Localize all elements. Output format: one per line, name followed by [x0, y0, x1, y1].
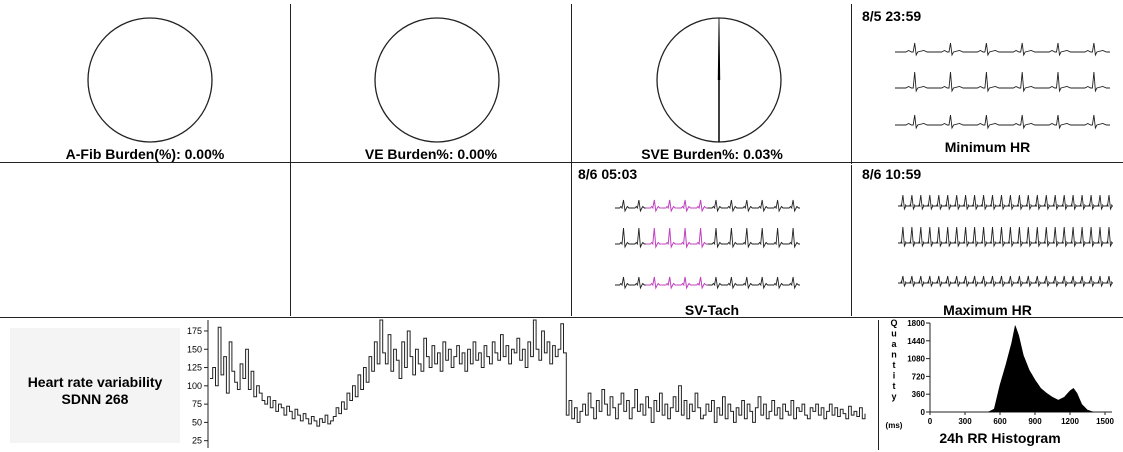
hrv-series-line	[210, 319, 866, 427]
sve-burden-pie	[656, 17, 782, 143]
histogram-xtick-label: 0	[928, 417, 933, 426]
hrv-trend-chart: 175 150 125 100 75 50 25	[187, 319, 866, 448]
sv-tach-sv-beat	[692, 199, 708, 213]
max-hr-label: Maximum HR	[943, 302, 1032, 318]
histogram-xtick-label: 1500	[1096, 417, 1114, 426]
histogram-ylabel-char: y	[891, 392, 896, 402]
sv-tach-sv-beat	[676, 276, 693, 290]
sv-tach-sv-beat	[692, 227, 708, 249]
hrv-value: SDNN 268	[61, 391, 129, 407]
afib-burden-pie	[87, 17, 213, 143]
ve-burden-label: VE Burden%: 0.00%	[364, 146, 498, 162]
afib-burden-label: A-Fib Burden(%): 0.00%	[65, 146, 225, 162]
histogram-xtick-label: 900	[1028, 417, 1042, 426]
max-hr-trace-1	[898, 194, 1113, 211]
hrv-ytick-label: 100	[187, 381, 202, 391]
histogram-xlabel: (ms)	[886, 421, 903, 430]
min-hr-trace-2	[895, 71, 1110, 93]
histogram-xtick-label: 1200	[1061, 417, 1079, 426]
max-hr-trace-3	[898, 275, 1113, 288]
sv-tach-trace-1	[615, 199, 800, 213]
histogram-area	[988, 324, 1094, 413]
histogram-ytick-label: 0	[921, 408, 926, 417]
divider-h1	[0, 162, 1123, 163]
divider-v1	[290, 4, 291, 316]
ve-burden-pie	[374, 17, 500, 143]
sv-tach-trace-2	[615, 227, 800, 249]
min-hr-timestamp: 8/5 23:59	[862, 8, 922, 24]
histogram-ylabel-char: u	[891, 329, 897, 339]
sv-tach-sv-beat	[661, 199, 677, 213]
sv-tach-sv-beat	[645, 227, 662, 249]
divider-v3	[851, 4, 852, 164]
min-hr-trace-3	[895, 114, 1110, 130]
divider-v-hist	[878, 320, 879, 450]
divider-h2	[0, 317, 1123, 318]
histogram-ytick-label: 1080	[907, 355, 925, 364]
histogram-ytick-label: 360	[912, 390, 926, 399]
sve-burden-wedge	[717, 18, 721, 80]
sv-tach-sv-beat	[676, 199, 693, 213]
sv-tach-trace-3	[615, 276, 800, 290]
sv-tach-sv-beat	[645, 276, 662, 290]
max-hr-timestamp: 8/6 10:59	[862, 166, 922, 182]
hrv-ytick-label: 50	[192, 417, 202, 427]
sv-tach-sv-beat	[661, 276, 677, 290]
hrv-summary-box: Heart rate variability SDNN 268	[10, 328, 180, 443]
histogram-xtick-label: 600	[993, 417, 1007, 426]
max-hr-trace-2	[898, 226, 1113, 248]
hrv-ytick-label: 125	[187, 363, 202, 373]
histogram-ytick-label: 1440	[907, 337, 925, 346]
histogram-xtick-label: 300	[958, 417, 972, 426]
sv-tach-timestamp: 8/6 05:03	[578, 166, 638, 182]
divider-v3b	[851, 165, 852, 316]
hrv-ytick-label: 75	[192, 399, 202, 409]
max-hr-ecg-strips	[898, 194, 1113, 288]
histogram-ylabel-char: i	[893, 371, 896, 381]
sv-tach-sv-beat	[676, 227, 693, 249]
hrv-ytick-label: 150	[187, 344, 202, 354]
divider-v2	[571, 4, 572, 316]
histogram-ylabel-char: t	[893, 360, 896, 370]
sv-tach-sv-beat	[692, 276, 708, 290]
sv-tach-label: SV-Tach	[684, 302, 740, 318]
hrv-title: Heart rate variability	[27, 374, 163, 390]
sv-tach-sv-beat	[661, 227, 677, 249]
sv-tach-ecg-strips	[615, 199, 800, 290]
histogram-ylabel-char: a	[891, 339, 897, 349]
min-hr-trace-1	[895, 42, 1110, 57]
histogram-ytick-label: 1800	[907, 319, 925, 328]
min-hr-label: Minimum HR	[944, 139, 1031, 155]
histogram-ylabel-char: t	[893, 381, 896, 391]
sv-tach-sv-beat	[645, 199, 662, 213]
min-hr-ecg-strips	[895, 42, 1110, 130]
histogram-ylabel-char: Q	[890, 318, 897, 328]
hrv-ytick-label: 25	[192, 436, 202, 446]
histogram-ylabel-char: n	[891, 350, 897, 360]
hrv-ytick-label: 175	[187, 326, 202, 336]
sve-burden-label: SVE Burden%: 0.03%	[641, 146, 783, 162]
histogram-title: 24h RR Histogram	[939, 430, 1061, 446]
histogram-ytick-label: 720	[912, 372, 926, 381]
